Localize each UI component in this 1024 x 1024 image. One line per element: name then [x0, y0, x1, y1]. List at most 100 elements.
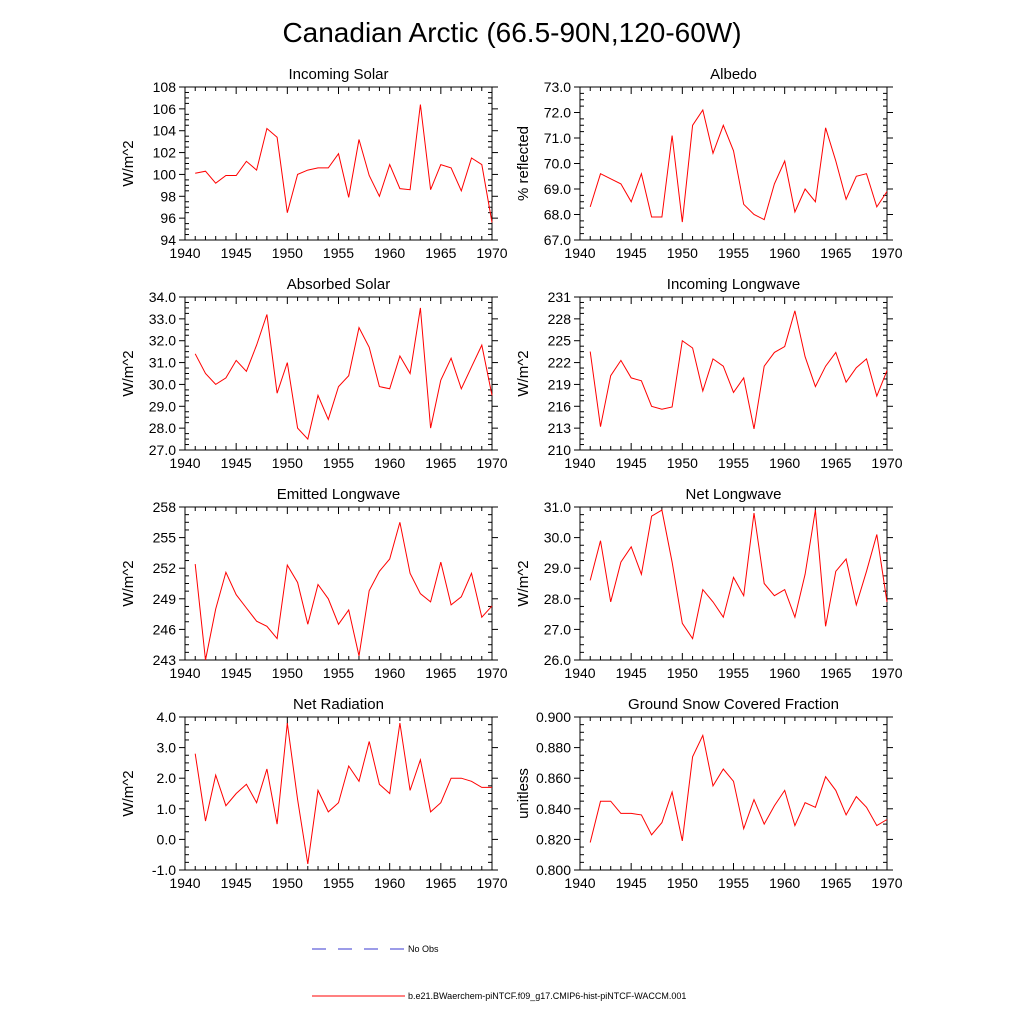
plot-frame [184, 86, 493, 241]
series-line [195, 104, 493, 223]
x-tick-label: 1970 [476, 875, 507, 891]
plot-frame [184, 716, 493, 871]
x-tick-label: 1940 [564, 245, 595, 261]
y-tick-label: 29.0 [544, 560, 571, 576]
y-tick-label: 104 [153, 123, 177, 139]
y-axis-label: % reflected [515, 126, 532, 201]
panel-5: Emitted Longwave W/m^2 1940 1945 1950 1955 196… [120, 486, 508, 681]
x-tick-label: 1940 [169, 245, 200, 261]
panel-1: Incoming Solar W/m^2 1940 1945 1950 1955 1960 1… [120, 66, 508, 261]
x-tick-label: 1970 [871, 245, 902, 261]
x-tick-label: 1945 [221, 245, 252, 261]
series-line [194, 307, 493, 441]
x-tick-label: 1940 [169, 455, 200, 471]
x-tick-label: 1950 [272, 245, 303, 261]
y-tick-label: 98 [160, 188, 176, 204]
x-tick-label: 1965 [820, 455, 851, 471]
panel-grid: Incoming Solar W/m^2 1940 1945 1950 1955 1960 1… [120, 66, 903, 891]
panel-title: Net Radiation [293, 696, 384, 713]
x-tick-label: 1950 [667, 455, 698, 471]
series-line [194, 522, 493, 661]
x-tick-label: 1945 [616, 245, 647, 261]
x-tick-label: 1940 [564, 665, 595, 681]
x-tick-label: 1960 [374, 455, 405, 471]
x-tick-label: 1955 [323, 455, 354, 471]
y-tick-label: 222 [548, 355, 572, 371]
plot-frame [579, 296, 888, 451]
y-tick-label: 34.0 [149, 289, 176, 305]
y-tick-label: 28.0 [149, 420, 176, 436]
y-tick-label: 2.0 [157, 770, 177, 786]
x-tick-label: 1965 [425, 245, 456, 261]
y-tick-label: 31.0 [544, 499, 571, 515]
x-tick-label: 1950 [667, 665, 698, 681]
y-axis-label: unitless [515, 768, 532, 819]
legend: No Obs b.e21.BWaerchem-piNTCF.f09_g17.CM… [312, 944, 686, 1001]
x-tick-label: 1955 [718, 245, 749, 261]
y-tick-label: 32.0 [149, 333, 176, 349]
y-tick-label: 26.0 [544, 652, 571, 668]
panel-title: Incoming Longwave [667, 276, 800, 293]
y-tick-label: 68.0 [544, 207, 571, 223]
x-tick-label: 1950 [272, 455, 303, 471]
panel-title: Albedo [710, 66, 757, 83]
x-tick-label: 1945 [616, 665, 647, 681]
x-tick-label: 1940 [564, 455, 595, 471]
x-tick-label: 1970 [476, 455, 507, 471]
panel-2: Albedo % reflected 1940 1945 1950 1955 1960 196… [515, 66, 903, 261]
x-tick-label: 1965 [820, 665, 851, 681]
y-tick-label: 3.0 [157, 740, 177, 756]
y-tick-label: 0.860 [536, 770, 571, 786]
y-axis-label: W/m^2 [120, 350, 137, 396]
y-tick-label: 69.0 [544, 181, 571, 197]
y-tick-label: 210 [548, 442, 572, 458]
y-axis-label: W/m^2 [515, 560, 532, 606]
x-tick-label: 1960 [769, 245, 800, 261]
x-tick-label: 1945 [616, 875, 647, 891]
panel-title: Net Longwave [686, 486, 782, 503]
y-tick-label: 0.840 [536, 801, 571, 817]
y-axis-label: W/m^2 [120, 770, 137, 816]
y-tick-label: 219 [548, 376, 572, 392]
x-tick-label: 1960 [374, 875, 405, 891]
x-tick-label: 1965 [425, 455, 456, 471]
y-tick-label: 27.0 [149, 442, 176, 458]
series-line [589, 509, 888, 640]
y-tick-label: 73.0 [544, 79, 571, 95]
y-tick-label: -1.0 [152, 862, 176, 878]
y-tick-label: 0.820 [536, 831, 571, 847]
x-tick-label: 1970 [871, 455, 902, 471]
x-tick-label: 1940 [169, 665, 200, 681]
series-line [194, 723, 492, 864]
y-tick-label: 27.0 [544, 621, 571, 637]
x-tick-label: 1965 [425, 665, 456, 681]
y-axis-label: W/m^2 [515, 350, 532, 396]
y-tick-label: 33.0 [149, 311, 176, 327]
y-tick-label: 249 [153, 591, 177, 607]
y-tick-label: 225 [548, 333, 572, 349]
y-tick-label: 243 [153, 652, 177, 668]
y-tick-label: 231 [548, 289, 572, 305]
series-line [589, 310, 888, 429]
x-tick-label: 1970 [476, 245, 507, 261]
y-tick-label: 106 [153, 101, 177, 117]
y-tick-label: 108 [153, 79, 177, 95]
y-tick-label: 1.0 [157, 801, 177, 817]
x-tick-label: 1960 [769, 665, 800, 681]
x-tick-label: 1950 [272, 875, 303, 891]
y-tick-label: 0.880 [536, 740, 571, 756]
y-tick-label: 0.800 [536, 862, 571, 878]
y-tick-label: 30.0 [544, 530, 571, 546]
y-tick-label: 213 [548, 420, 572, 436]
y-tick-label: 100 [153, 166, 177, 182]
x-tick-label: 1970 [871, 875, 902, 891]
y-tick-label: 96 [160, 210, 176, 226]
legend-obs-label: No Obs [408, 944, 439, 954]
x-tick-label: 1940 [564, 875, 595, 891]
y-tick-label: 67.0 [544, 232, 571, 248]
panel-6: Net Longwave W/m^2 1940 1945 1950 1955 1960 196… [515, 486, 903, 681]
panel-7: Net Radiation W/m^2 1940 1945 1950 1955 1960 19… [120, 696, 508, 891]
panel-title: Ground Snow Covered Fraction [628, 696, 839, 713]
x-tick-label: 1950 [667, 245, 698, 261]
panel-3: Absorbed Solar W/m^2 1940 1945 1950 1955 1960 1… [120, 276, 508, 471]
